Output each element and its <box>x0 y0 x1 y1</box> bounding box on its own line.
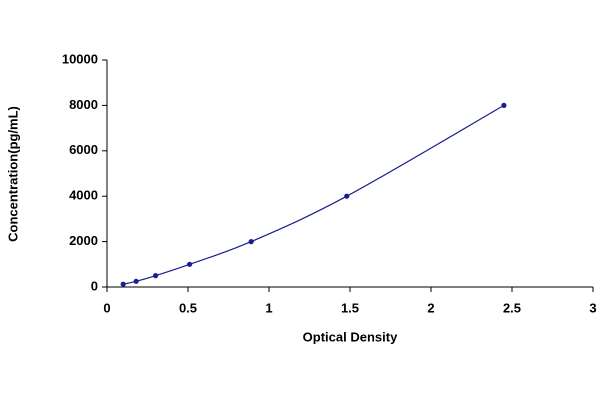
y-axis-label: Concentration(pg/mL) <box>5 106 20 242</box>
x-tick-label: 0 <box>103 300 110 315</box>
x-tick-label: 2.5 <box>503 300 521 315</box>
y-tick-label: 0 <box>91 278 98 293</box>
point <box>153 273 159 279</box>
y-tick-label: 6000 <box>69 142 98 157</box>
curve <box>123 104 505 285</box>
x-tick-label: 3 <box>589 300 596 315</box>
y-tick-label: 4000 <box>69 188 98 203</box>
point <box>501 102 507 108</box>
point <box>248 239 254 245</box>
x-tick-label: 0.5 <box>179 300 197 315</box>
x-tick-label: 2 <box>427 300 434 315</box>
point <box>120 281 126 287</box>
x-tick-label: 1 <box>265 300 272 315</box>
point <box>344 193 350 199</box>
y-tick-label: 8000 <box>69 97 98 112</box>
y-tick-label: 10000 <box>62 51 98 66</box>
x-axis-label: Optical Density <box>303 329 398 344</box>
y-tick-label: 2000 <box>69 233 98 248</box>
x-tick-label: 1.5 <box>341 300 359 315</box>
point <box>133 278 139 284</box>
point <box>187 261 193 267</box>
